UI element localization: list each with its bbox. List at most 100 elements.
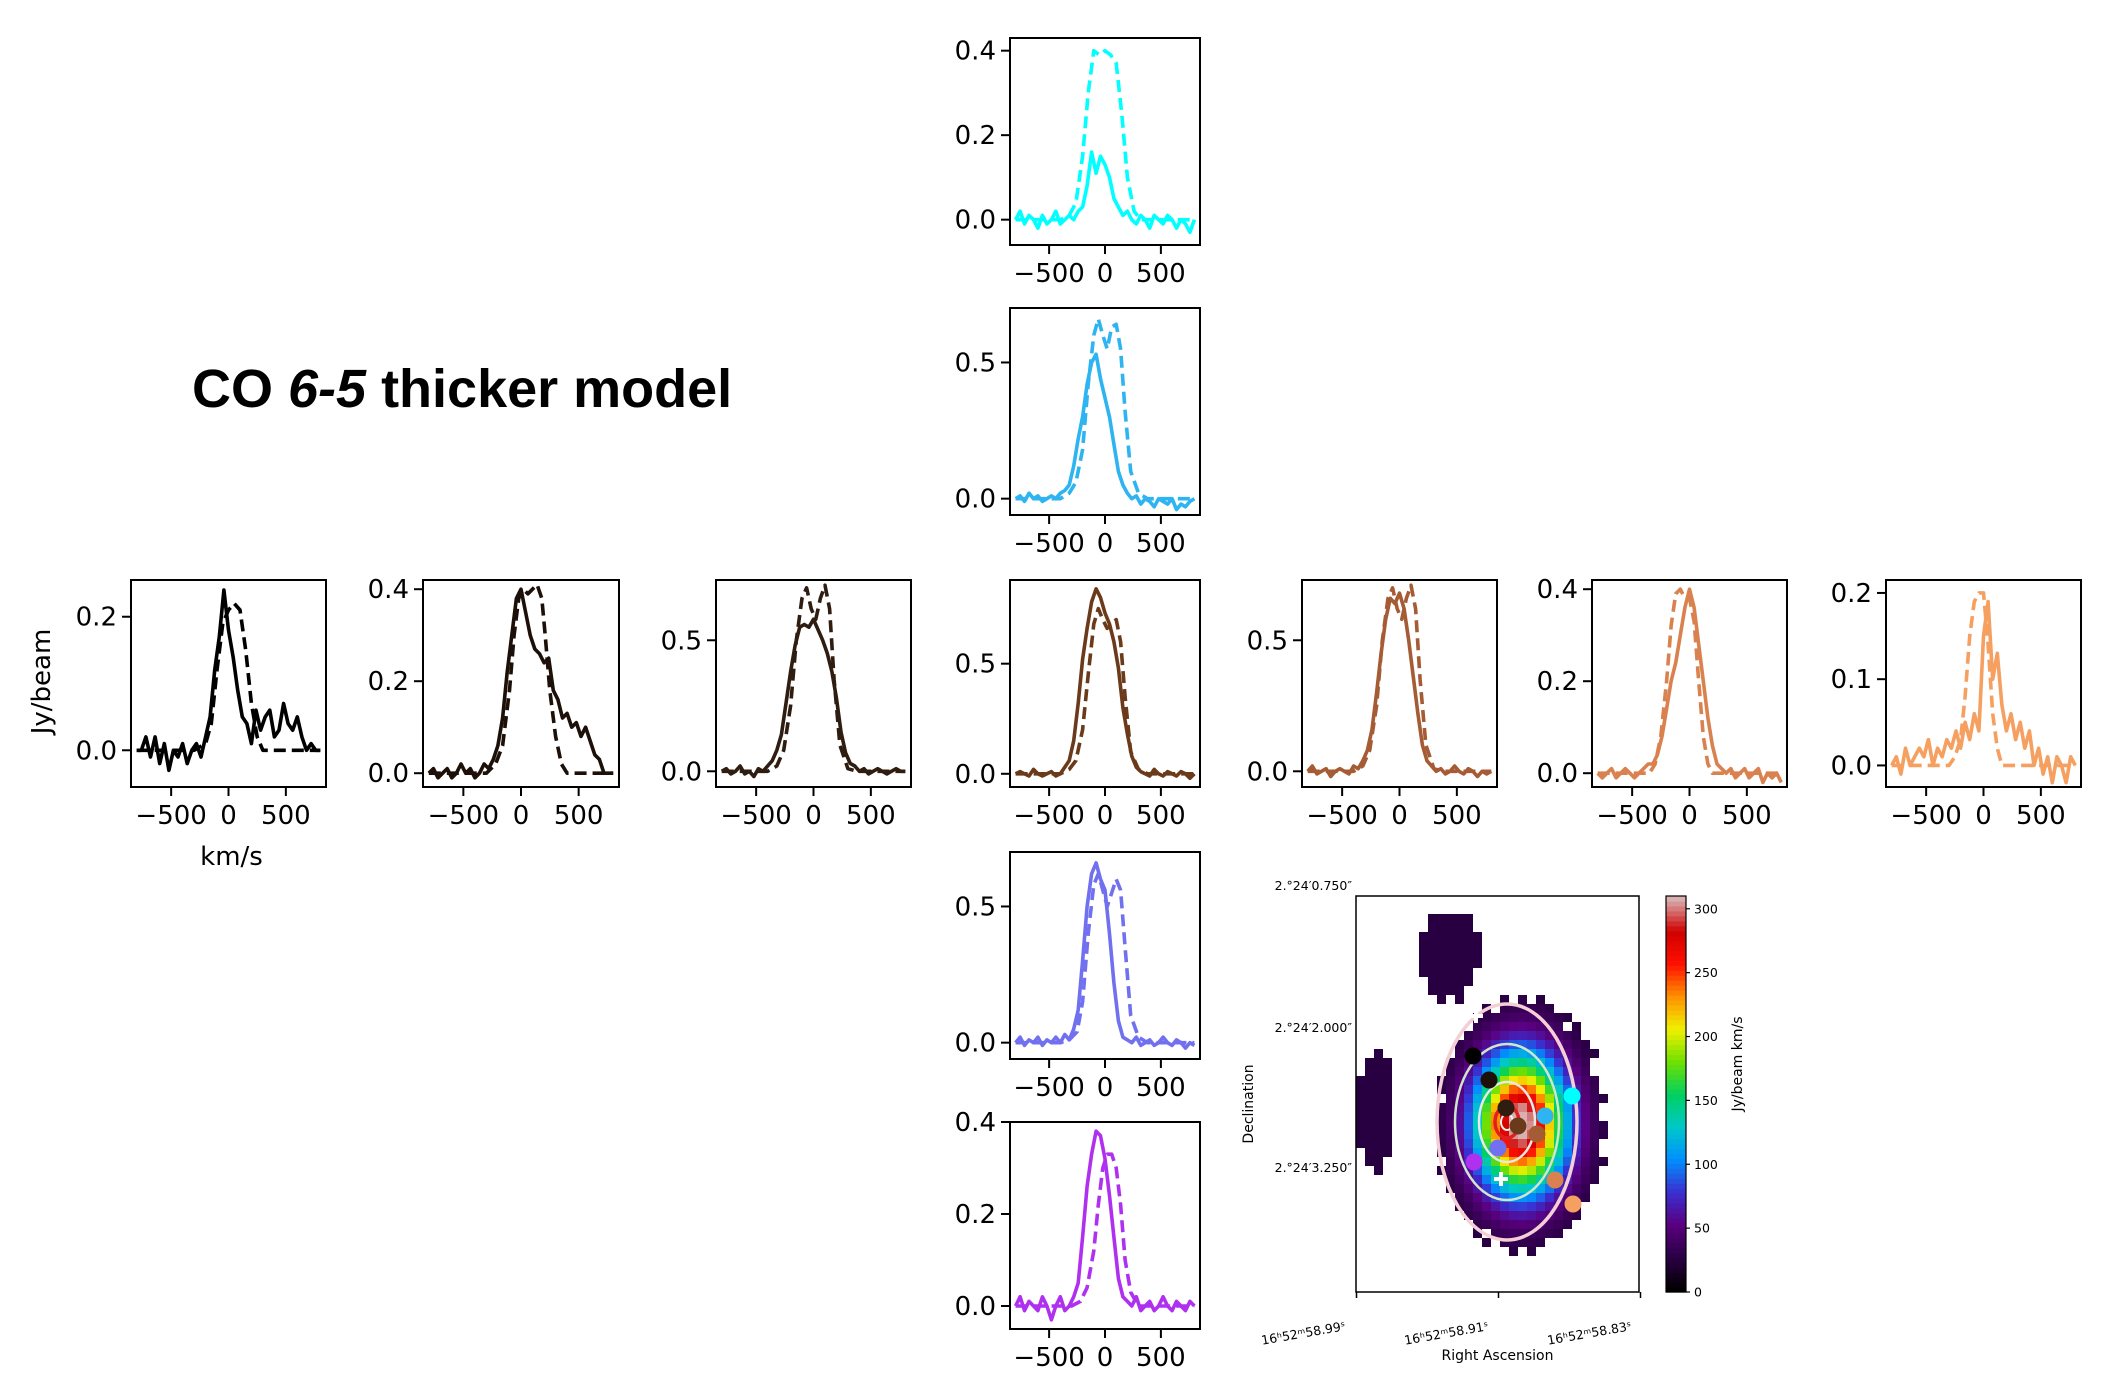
data-line-row4 bbox=[1014, 586, 1196, 781]
x-tick-label-bot2: 500 bbox=[1136, 1343, 1186, 1373]
x-tick-label-row5: 500 bbox=[1432, 801, 1482, 831]
spectrum-panel-top2: −500 0 500 0.0 0.5 bbox=[955, 307, 1201, 559]
moment-map: 2.°24′0.750″ 2.°24′2.000″ 2.°24′3.250″ 16ʰ5… bbox=[1241, 878, 1642, 1364]
y-tick-label-bot2: 0.0 bbox=[955, 1292, 996, 1322]
model-line-row4 bbox=[1015, 606, 1195, 776]
x-tick-label-row6: 500 bbox=[1722, 801, 1772, 831]
y-tick-label-row6: 0.0 bbox=[1537, 759, 1578, 789]
spectrum-position-marker bbox=[1536, 1107, 1554, 1125]
map-contour bbox=[1453, 1042, 1561, 1202]
y-tick-label-row4: 0.5 bbox=[955, 650, 996, 680]
axes-frame-bot1 bbox=[1009, 851, 1201, 1060]
x-tick-label-row4: −500 bbox=[1013, 801, 1084, 831]
map-frame bbox=[1355, 895, 1640, 1293]
spectrum-position-marker bbox=[1480, 1071, 1498, 1089]
spectrum-panel-bot2: −500 0 500 0.0 0.2 0.4 bbox=[955, 1108, 1201, 1373]
map-x-axis-label: Right Ascension bbox=[1442, 1348, 1554, 1364]
map-y-axis-label: Declination bbox=[1241, 1064, 1257, 1143]
colorbar: 0 50 100 150 200 250 300 Jy/beam km/s bbox=[1665, 895, 1746, 1300]
colorbar-tick-label: 200 bbox=[1694, 1029, 1718, 1044]
y-tick-label-row3: 0.0 bbox=[661, 757, 702, 787]
y-tick-label-row7: 0.2 bbox=[1831, 579, 1872, 609]
x-tick-label-row2: −500 bbox=[428, 801, 499, 831]
y-tick-label-bot1: 0.5 bbox=[955, 892, 996, 922]
spectrum-panel-row5: −500 0 500 0.0 0.5 bbox=[1247, 579, 1498, 831]
spectrum-panel-row4: −500 0 500 0.0 0.5 bbox=[955, 579, 1201, 831]
data-line-top2 bbox=[1014, 352, 1196, 512]
y-tick-label-row2: 0.0 bbox=[368, 759, 409, 789]
data-line-row3 bbox=[720, 617, 906, 779]
page-title: CO 6-5 thicker model bbox=[192, 359, 733, 419]
axes-frame-row6 bbox=[1591, 579, 1788, 788]
data-line-row6 bbox=[1596, 587, 1783, 785]
position-cross-marker bbox=[1469, 1009, 1483, 1023]
x-tick-label-row1: 0 bbox=[220, 801, 237, 831]
spectrum-panel-row3: −500 0 500 0.0 0.5 bbox=[661, 579, 912, 831]
model-line-row3 bbox=[721, 583, 906, 774]
y-tick-label-row6: 0.2 bbox=[1537, 667, 1578, 697]
x-tick-label-row3: 500 bbox=[846, 801, 896, 831]
y-axis-label-row1: Jy/beam bbox=[27, 629, 57, 737]
map-y-tick-label: 2.°24′2.000″ bbox=[1275, 1020, 1353, 1035]
x-tick-label-row7: 0 bbox=[1975, 801, 1992, 831]
spectrum-position-marker bbox=[1464, 1047, 1482, 1065]
colorbar-frame bbox=[1665, 895, 1687, 1293]
y-tick-label-top1: 0.2 bbox=[955, 121, 996, 151]
spectrum-position-marker bbox=[1509, 1117, 1527, 1135]
data-line-row2 bbox=[427, 587, 614, 780]
y-tick-label-top2: 0.5 bbox=[955, 348, 996, 378]
x-tick-label-bot2: 0 bbox=[1097, 1343, 1114, 1373]
data-line-row5 bbox=[1306, 591, 1493, 779]
x-tick-label-row2: 0 bbox=[513, 801, 530, 831]
axes-frame-row2 bbox=[422, 579, 620, 788]
model-line-bot1 bbox=[1015, 871, 1195, 1045]
y-tick-label-bot1: 0.0 bbox=[955, 1029, 996, 1059]
spectrum-position-marker bbox=[1465, 1153, 1483, 1171]
x-tick-label-top1: 500 bbox=[1136, 259, 1186, 289]
map-contour bbox=[1477, 1080, 1537, 1164]
map-y-tick-label: 2.°24′3.250″ bbox=[1275, 1160, 1353, 1175]
colorbar-tick-label: 50 bbox=[1694, 1221, 1710, 1236]
y-tick-label-bot2: 0.2 bbox=[955, 1200, 996, 1230]
y-tick-label-row7: 0.0 bbox=[1831, 751, 1872, 781]
map-x-tick-label: 16ʰ52ᵐ58.91ˢ bbox=[1403, 1318, 1489, 1348]
colorbar-tick-label: 0 bbox=[1694, 1285, 1702, 1300]
spectrum-panel-top1: −500 0 500 0.0 0.2 0.4 bbox=[955, 37, 1201, 289]
model-line-row7 bbox=[1891, 591, 2076, 768]
y-tick-label-row4: 0.0 bbox=[955, 760, 996, 790]
x-tick-label-bot1: 500 bbox=[1136, 1073, 1186, 1103]
spectrum-panel-row7: −500 0 500 0.0 0.1 0.2 bbox=[1831, 579, 2082, 831]
model-line-row5 bbox=[1307, 583, 1492, 774]
model-line-bot2 bbox=[1015, 1152, 1195, 1308]
spectrum-panel-row2: −500 0 500 0.0 0.2 0.4 bbox=[368, 575, 620, 831]
colorbar-tick-label: 300 bbox=[1694, 901, 1718, 916]
x-tick-label-row4: 500 bbox=[1136, 801, 1186, 831]
position-cross-marker bbox=[1494, 1172, 1508, 1186]
y-tick-label-row3: 0.5 bbox=[661, 626, 702, 656]
model-line-row1 bbox=[136, 601, 321, 753]
model-line-top1 bbox=[1015, 48, 1195, 222]
x-tick-label-row6: −500 bbox=[1596, 801, 1667, 831]
spectrum-position-marker bbox=[1564, 1195, 1582, 1213]
model-line-top2 bbox=[1015, 317, 1195, 501]
x-tick-label-row5: −500 bbox=[1306, 801, 1377, 831]
x-tick-label-row1: −500 bbox=[135, 801, 206, 831]
x-tick-label-bot1: 0 bbox=[1097, 1073, 1114, 1103]
colorbar-tick-label: 150 bbox=[1694, 1093, 1718, 1108]
x-tick-label-row3: −500 bbox=[720, 801, 791, 831]
spectrum-position-marker bbox=[1528, 1125, 1546, 1143]
x-tick-label-row5: 0 bbox=[1391, 801, 1408, 831]
map-x-tick-label: 16ʰ52ᵐ58.99ˢ bbox=[1260, 1318, 1346, 1348]
data-line-bot2 bbox=[1013, 1129, 1196, 1322]
x-tick-label-row3: 0 bbox=[805, 801, 822, 831]
x-tick-label-top1: 0 bbox=[1097, 259, 1114, 289]
map-x-tick-label: 16ʰ52ᵐ58.83ˢ bbox=[1546, 1318, 1632, 1348]
x-axis-label-row1: km/s bbox=[200, 842, 263, 872]
y-tick-label-bot2: 0.4 bbox=[955, 1108, 996, 1138]
x-tick-label-bot2: −500 bbox=[1013, 1343, 1084, 1373]
y-tick-label-row7: 0.1 bbox=[1831, 665, 1872, 695]
x-tick-label-top2: 500 bbox=[1136, 529, 1186, 559]
x-tick-label-row7: 500 bbox=[2016, 801, 2066, 831]
x-tick-label-top2: 0 bbox=[1097, 529, 1114, 559]
x-tick-label-top2: −500 bbox=[1013, 529, 1084, 559]
